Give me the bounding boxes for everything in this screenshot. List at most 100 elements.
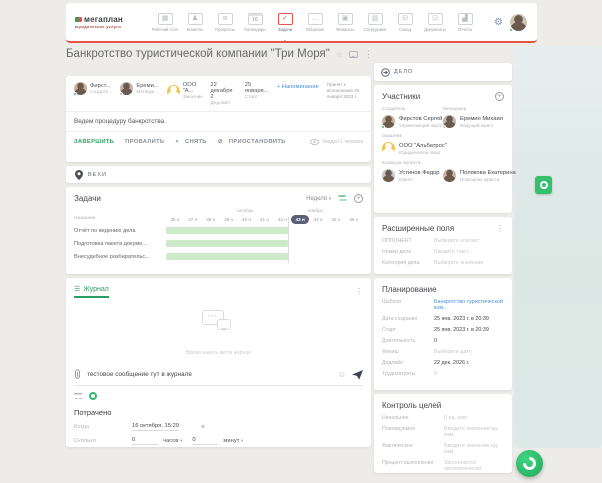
start-label: Старт xyxy=(244,95,258,100)
participant-role: Управляющий партнер xyxy=(399,122,448,128)
customer-chip[interactable]: ООО "А... Заказчик xyxy=(166,82,202,100)
case-summary-card: Фирст... Создате... Ереми... Менедж... О… xyxy=(66,76,371,162)
paperclip-icon[interactable] xyxy=(74,369,81,380)
participant-name: Устинов Федор xyxy=(399,169,440,176)
participant-team-member[interactable]: Устинов Федор Юрист xyxy=(382,169,443,182)
field-label: Категория дела xyxy=(382,260,420,266)
task-bar[interactable] xyxy=(166,253,289,260)
comments-icon[interactable] xyxy=(349,50,358,58)
week-label: 38 н xyxy=(206,217,216,222)
nav-item-clients[interactable]: ♟ Клиенты xyxy=(180,3,210,41)
add-task-button[interactable]: + xyxy=(354,194,363,203)
participant-creator[interactable]: Фирстов Сергей Управляющий партнер xyxy=(381,115,448,129)
online-status-dot xyxy=(509,27,513,32)
field-label: Старт xyxy=(382,327,397,333)
participant-customer[interactable]: ООО "Альбатрос" Юридическое лицо xyxy=(382,142,504,155)
journal-message-input[interactable]: тестовое сообщение тут в журнале xyxy=(87,371,192,378)
task-name-link[interactable]: Отчёт по ведению дела xyxy=(74,227,136,234)
side-chat-widget-button[interactable] xyxy=(535,176,552,194)
gantt-week-header: 36 н 37 н 38 н 39 н 40 н 41 н 42 н 43 н … xyxy=(166,215,363,224)
remove-button[interactable]: × СНЯТЬ xyxy=(175,139,207,145)
tasks-card: Задачи Неделя ▾ + Название октябрь ноябр… xyxy=(66,187,371,274)
nav-item-reports[interactable]: ▟ Отчеты xyxy=(450,3,480,41)
nav-label: Процессы xyxy=(215,26,235,32)
hours-input[interactable]: 0 xyxy=(132,437,158,445)
start-field[interactable]: 25 января... Старт xyxy=(245,82,269,100)
field-label: Длительность xyxy=(382,338,416,344)
user-avatar[interactable] xyxy=(509,13,527,32)
hierarchy-icon[interactable] xyxy=(74,393,82,399)
nav-item-desktop[interactable]: ▦ Рабочий стол xyxy=(150,3,180,41)
green-toggle-icon[interactable] xyxy=(89,392,97,400)
send-icon[interactable] xyxy=(352,369,363,380)
case-category-field[interactable]: Выберите значение xyxy=(434,260,484,266)
task-bar[interactable] xyxy=(166,227,289,234)
minutes-unit-dropdown[interactable]: минут ▾ xyxy=(223,438,244,444)
tasks-icon: ✓ xyxy=(277,12,293,25)
task-bar[interactable] xyxy=(166,240,289,247)
actual-value-field[interactable]: Введите значение ед. изм. xyxy=(444,443,499,455)
nav-item-employees[interactable]: ▥ Сотрудники xyxy=(360,3,390,41)
case-number-field[interactable]: Введите текст xyxy=(434,249,470,255)
finish-date-field[interactable]: Выберите дату xyxy=(434,349,472,355)
person-role: Создате... xyxy=(90,89,113,95)
tab-journal[interactable]: ☰ Журнал xyxy=(74,285,109,298)
gear-icon[interactable]: ⚙ xyxy=(494,16,503,28)
calendar-icon: 16 xyxy=(247,12,263,25)
case-panel-bar[interactable]: ДЕЛО xyxy=(374,63,512,81)
participant-manager[interactable]: Еремин Михаил Ведущий юрист xyxy=(442,115,504,129)
deadline-field[interactable]: 22 декабря 2 Дедлайн xyxy=(210,82,236,106)
start-date-field[interactable]: 25 янв. 2023 г. в 20:39 xyxy=(434,327,489,333)
hours-unit-dropdown[interactable]: часов ▾ xyxy=(163,438,183,444)
add-participant-button[interactable]: + xyxy=(495,92,504,101)
emoji-icon[interactable]: ☺ xyxy=(337,370,346,379)
person-role: Менедж... xyxy=(136,89,159,95)
planned-value-field[interactable]: Введите значение ед. изм. xyxy=(444,426,499,438)
initial-value-field[interactable]: 0 ед. изм. xyxy=(444,415,469,421)
nav-label: Сотрудники xyxy=(363,26,387,32)
extended-fields-kebab-icon[interactable]: ⋮ xyxy=(496,224,504,233)
participant-role: Помощник юриста xyxy=(460,176,500,182)
month-label: ноябрь xyxy=(307,208,323,213)
task-name-link[interactable]: Внесудебное разбирательс... xyxy=(74,253,150,260)
opponent-field[interactable]: Выберите контакт xyxy=(434,238,480,244)
manager-chip[interactable]: Ереми... Менедж... xyxy=(119,82,159,96)
title-kebab-menu-icon[interactable]: ⋮ xyxy=(364,48,373,59)
online-status-dot xyxy=(381,125,385,129)
nav-item-calendar[interactable]: 16 Календарь xyxy=(240,3,270,41)
status-dot xyxy=(442,125,446,129)
milestones-bar[interactable]: ВЕХИ xyxy=(66,166,371,183)
nav-item-processes[interactable]: ≣ Процессы xyxy=(210,3,240,41)
period-dropdown[interactable]: Неделя ▾ xyxy=(306,195,331,202)
when-date-field[interactable]: 16 октября, 15:29 xyxy=(132,423,180,431)
nav-item-chat[interactable]: … Общение xyxy=(300,3,330,41)
nav-item-documents[interactable]: ⊡ Документы xyxy=(420,3,450,41)
gantt-view-icon[interactable] xyxy=(337,195,348,202)
customer-avatar xyxy=(166,84,180,98)
megaplan-logo[interactable]: мегаплан юридические услуги xyxy=(66,15,150,29)
pause-button[interactable]: ⊘ ПРИОСТАНОВИТЬ xyxy=(217,139,286,145)
extended-fields-title: Расширенные поля xyxy=(382,224,455,233)
nav-item-finance[interactable]: ▣ Финансы xyxy=(330,3,360,41)
gantt-chart: Название октябрь ноябрь 36 н 37 н 38 н 3… xyxy=(74,208,363,263)
duration-field[interactable]: 0 xyxy=(434,338,437,344)
fail-button[interactable]: ПРОВАЛИТЬ xyxy=(125,139,165,145)
task-name-link[interactable]: Подготовка пакета докуме... xyxy=(74,240,147,247)
journal-kebab-menu-icon[interactable]: ⋮ xyxy=(355,287,363,296)
add-reminder-link[interactable]: + Напоминание xyxy=(276,84,319,90)
start-value: 25 января... xyxy=(244,82,269,94)
chat-widget-button[interactable] xyxy=(516,450,543,477)
template-link[interactable]: Банкротство туристической ком... xyxy=(434,299,503,311)
participant-team-member[interactable]: Полякова Екатерина Помощник юриста xyxy=(443,169,516,182)
nav-item-warehouse[interactable]: ⊟ Склад xyxy=(390,3,420,41)
favorite-star-icon[interactable]: ☆ xyxy=(335,49,343,59)
milestones-label: ВЕХИ xyxy=(88,171,107,178)
creator-chip[interactable]: Фирст... Создате... xyxy=(73,82,113,96)
participant-name: ООО "Альбатрос" xyxy=(399,142,447,149)
person-name: ООО "А... xyxy=(182,82,197,94)
clear-date-icon[interactable]: × xyxy=(201,423,206,431)
minutes-input[interactable]: 0 xyxy=(192,437,219,445)
nav-item-tasks[interactable]: ✓ Задачи xyxy=(270,3,300,43)
deadline-date-field[interactable]: 22 дек. 2026 г. xyxy=(434,360,470,366)
complete-button[interactable]: ЗАВЕРШИТЬ xyxy=(74,139,115,145)
